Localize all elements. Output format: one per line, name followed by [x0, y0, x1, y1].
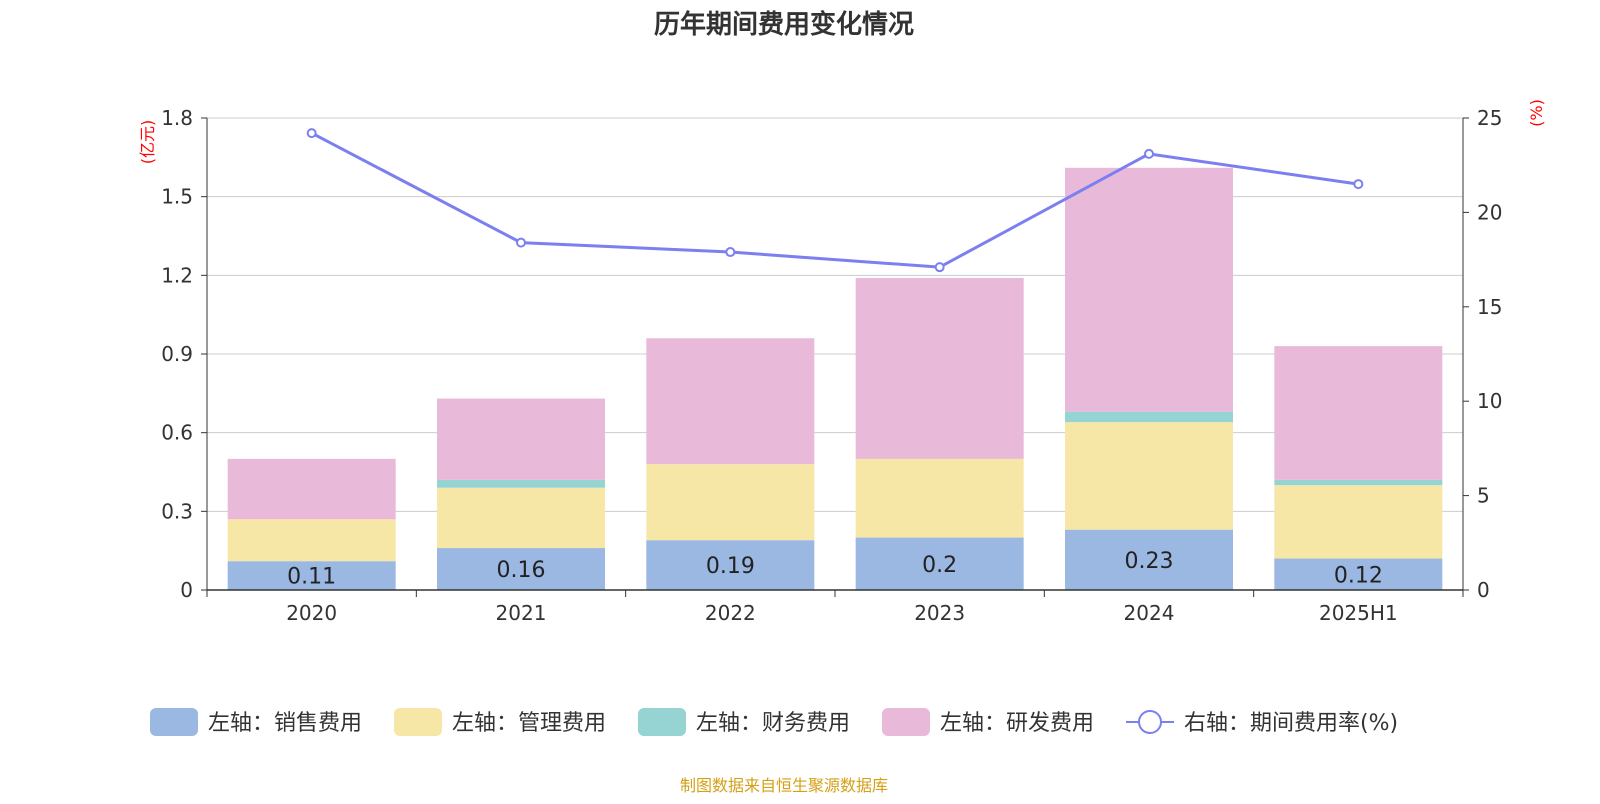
y-tick-label: 0.9	[161, 342, 193, 366]
bar-segment	[646, 338, 815, 465]
y2-tick-label: 0	[1477, 578, 1490, 602]
axes-layer: 0 0.3 0.6 0.9 1.2 1.5 1.8 0 5 10 15 20 25 2020 2021 202…	[138, 99, 1546, 625]
bar-segment	[646, 464, 815, 541]
legend-item: 左轴：财务费用	[638, 708, 850, 736]
bar-segment	[855, 537, 1024, 590]
bar-segment	[1274, 558, 1443, 590]
legend-marker-icon	[1138, 710, 1162, 734]
bar-segment	[1065, 167, 1233, 412]
bar-segment	[646, 540, 815, 590]
labels-layer: 0.11 0.16 0.19 0.2 0.23 0.12	[287, 549, 1383, 590]
grid-layer	[207, 117, 1463, 512]
bar-segment	[1065, 411, 1233, 423]
legend-label: 左轴：管理费用	[452, 711, 606, 736]
legend-label: 左轴：研发费用	[940, 711, 1094, 736]
chart-title: 历年期间费用变化情况	[654, 9, 914, 40]
y-tick-label: 1.5	[161, 185, 193, 209]
y2-tick-label: 15	[1477, 295, 1502, 319]
rate-line	[310, 131, 1359, 269]
y-tick-label: 0.3	[161, 499, 193, 523]
legend-swatch	[638, 708, 686, 736]
y-axis-unit: (亿元)	[138, 120, 157, 165]
bar-segment	[1065, 529, 1233, 590]
bar-data-label: 0.19	[706, 554, 755, 579]
bar-segment	[1065, 422, 1233, 530]
legend-item: 左轴：管理费用	[394, 708, 606, 736]
x-tick-label: 2024	[1124, 601, 1175, 625]
y2-axis-unit: (%)	[1527, 99, 1546, 127]
bar-segment	[227, 458, 396, 520]
source-note: 制图数据来自恒生聚源数据库	[680, 776, 888, 795]
legend-item: 左轴：销售费用	[150, 708, 362, 736]
bar-data-label: 0.23	[1125, 549, 1174, 574]
x-tick-label: 2022	[705, 601, 756, 625]
legend-item: 左轴：研发费用	[882, 708, 1094, 736]
y-tick-label: 1.8	[161, 106, 193, 130]
y2-tick-label: 25	[1477, 106, 1502, 130]
legend-swatch	[882, 708, 930, 736]
legend-item: 右轴：期间费用率(%)	[1126, 710, 1398, 736]
rate-point	[306, 128, 317, 139]
legend-label: 右轴：期间费用率(%)	[1184, 711, 1398, 736]
bar-segment	[437, 479, 605, 488]
rate-point	[516, 237, 526, 248]
legend-swatch	[394, 708, 442, 736]
legend-label: 左轴：销售费用	[208, 711, 362, 736]
bar-data-label: 0.12	[1334, 563, 1383, 588]
y-tick-label: 0	[180, 578, 193, 602]
legend-label: 左轴：财务费用	[696, 711, 850, 736]
legend-swatch	[150, 708, 198, 736]
bar-segment	[437, 548, 605, 590]
y-tick-label: 0.6	[161, 421, 193, 445]
line-layer	[306, 128, 1364, 273]
y2-tick-label: 5	[1477, 484, 1490, 508]
bar-data-label: 0.11	[287, 565, 336, 590]
bar-segment	[437, 398, 605, 480]
x-tick-label: 2020	[286, 601, 337, 625]
x-tick-label: 2025H1	[1319, 601, 1398, 625]
bar-data-label: 0.16	[497, 558, 546, 583]
legend: 左轴：销售费用 左轴：管理费用 左轴：财务费用 左轴：研发费用 右轴：期间费用率(%)	[150, 708, 1398, 736]
y2-tick-label: 20	[1477, 200, 1502, 224]
bar-segment	[227, 561, 396, 590]
x-tick-label: 2023	[914, 601, 965, 625]
rate-point	[1353, 179, 1364, 190]
rate-point	[725, 247, 736, 258]
bars-layer	[227, 167, 1443, 590]
rate-point	[934, 262, 945, 273]
bar-data-label: 0.2	[922, 553, 957, 578]
x-tick-label: 2021	[496, 601, 547, 625]
rate-point	[1144, 148, 1154, 159]
bar-segment	[227, 519, 396, 562]
y-tick-label: 1.2	[161, 263, 193, 287]
y2-tick-label: 10	[1477, 389, 1502, 413]
bar-segment	[437, 487, 605, 549]
bar-segment	[855, 458, 1024, 538]
bar-segment	[1274, 485, 1443, 559]
bar-segment	[855, 277, 1024, 459]
bar-segment	[1274, 479, 1443, 486]
bar-segment	[1274, 346, 1443, 480]
